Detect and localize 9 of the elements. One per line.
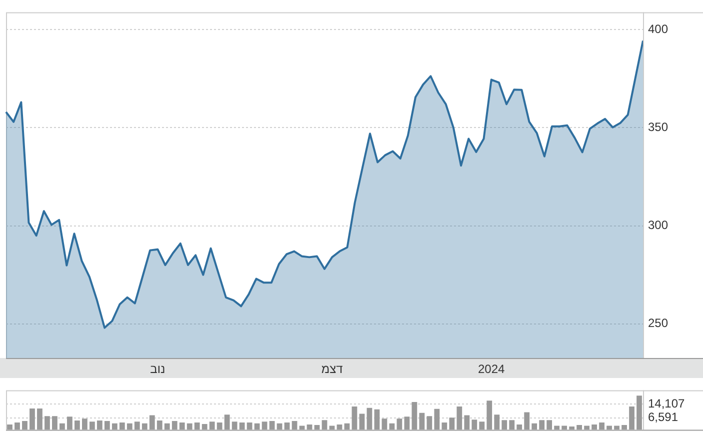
x-tick-label: נוב (150, 362, 166, 376)
y-tick-label: 300 (648, 218, 668, 232)
y-tick-label: 14,107 (648, 396, 686, 410)
x-tick-label: דצמ (321, 362, 343, 376)
x-tick-label: 2024 (478, 362, 505, 376)
y-tick-label: 250 (648, 316, 668, 330)
y-tick-label: 6,591 (648, 410, 678, 424)
y-tick-label: 350 (648, 120, 668, 134)
y-tick-label: 400 (648, 22, 668, 36)
